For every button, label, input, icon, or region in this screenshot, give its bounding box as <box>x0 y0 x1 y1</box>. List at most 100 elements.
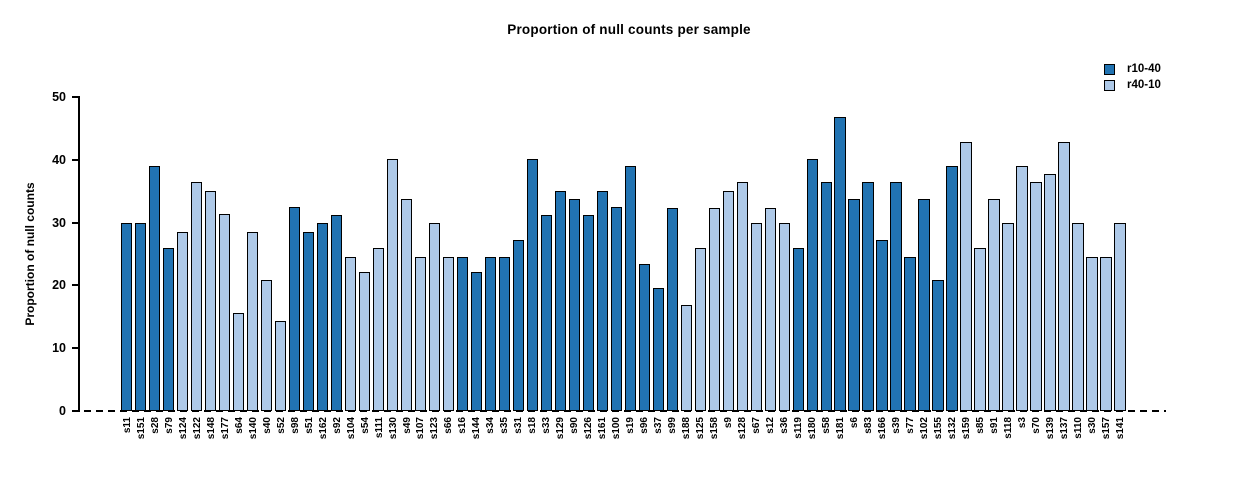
legend: r10-40 r40-10 <box>1104 61 1161 93</box>
y-tick-label: 20 <box>52 278 66 293</box>
bar-s148 <box>204 191 217 411</box>
bar-s141 <box>1114 223 1126 411</box>
x-tick-label-s19: s19 <box>625 417 637 434</box>
bar-s159 <box>960 142 972 411</box>
x-tick-label-s58: s58 <box>821 417 833 434</box>
bar-s33 <box>540 215 553 411</box>
bar-s137 <box>1058 142 1070 411</box>
x-tick-label-s140: s140 <box>247 417 259 440</box>
bar-s77 <box>904 257 916 411</box>
bar-s11 <box>121 223 133 411</box>
legend-label-r10-40: r10-40 <box>1127 63 1161 75</box>
x-tick-label-s40: s40 <box>261 417 273 434</box>
bar-s126 <box>582 215 595 411</box>
bar-s67 <box>750 223 762 411</box>
bar-s102 <box>918 198 930 411</box>
chart-title: Proportion of null counts per sample <box>507 22 751 37</box>
bar-s166 <box>876 240 888 411</box>
bar-s35 <box>498 257 511 411</box>
bar-s155 <box>932 280 944 411</box>
bar-s111 <box>372 247 385 411</box>
bar-s39 <box>890 182 902 411</box>
x-tick-label-s67: s67 <box>751 417 763 434</box>
bar-s100 <box>610 206 623 411</box>
legend-item-r10-40: r10-40 <box>1104 61 1161 77</box>
x-tick-label-s119: s119 <box>793 417 805 439</box>
bar-s132 <box>946 166 958 411</box>
x-tick-label-s34: s34 <box>485 417 497 434</box>
x-tick-label-s122: s122 <box>191 417 203 440</box>
y-tick-mark <box>72 284 79 287</box>
x-tick-label-s77: s77 <box>905 417 917 434</box>
bar-s58 <box>820 182 832 411</box>
y-tick-mark <box>72 96 79 98</box>
x-tick-label-s128: s128 <box>737 417 749 440</box>
x-tick-label-s39: s39 <box>891 417 903 434</box>
legend-label-r40-10: r40-10 <box>1127 79 1161 91</box>
bar-s92 <box>330 215 343 411</box>
bar-s107 <box>414 257 427 411</box>
x-tick-label-s98: s98 <box>289 417 301 434</box>
bar-s125 <box>694 247 706 411</box>
x-tick-label-s66: s66 <box>443 417 455 434</box>
bar-s3 <box>1016 166 1028 411</box>
bar-s91 <box>988 198 1000 411</box>
bar-s66 <box>442 257 455 411</box>
x-tick-label-s52: s52 <box>275 417 287 434</box>
x-tick-label-s126: s126 <box>583 417 595 440</box>
x-tick-label-s125: s125 <box>695 417 707 440</box>
bar-s31 <box>512 240 525 411</box>
x-tick-label-s188: s188 <box>681 417 693 440</box>
x-tick-label-s104: s104 <box>345 417 357 440</box>
x-tick-label-s180: s180 <box>807 417 819 440</box>
x-tick-label-s33: s33 <box>541 417 553 434</box>
legend-swatch-dark-blue <box>1104 63 1115 75</box>
x-tick-label-s51: s51 <box>303 417 315 434</box>
x-tick-label-s166: s166 <box>877 417 889 440</box>
x-tick-label-s6: s6 <box>849 417 861 429</box>
y-tick-label: 10 <box>52 341 66 356</box>
bar-s123 <box>428 223 441 411</box>
bar-s128 <box>736 182 748 411</box>
x-tick-label-s139: s139 <box>1045 417 1057 440</box>
x-tick-label-s12: s12 <box>765 417 777 434</box>
bar-s157 <box>1100 257 1112 411</box>
bar-s18 <box>526 158 539 411</box>
bar-s49 <box>400 198 413 411</box>
legend-item-r40-10: r40-10 <box>1104 77 1161 93</box>
bar-s40 <box>260 280 273 411</box>
x-tick-label-s83: s83 <box>863 417 875 434</box>
x-tick-label-s96: s96 <box>639 417 651 434</box>
x-tick-label-s64: s64 <box>233 417 245 434</box>
x-tick-label-s158: s158 <box>709 417 721 440</box>
x-tick-label-s70: s70 <box>1031 417 1043 434</box>
x-tick-label-s151: s151 <box>135 417 147 440</box>
bar-s79 <box>162 247 175 411</box>
bar-s99 <box>666 207 678 411</box>
x-tick-label-s118: s118 <box>1003 417 1015 439</box>
bar-s144 <box>470 272 483 411</box>
x-tick-label-s30: s30 <box>1087 417 1098 434</box>
x-tick-label-s92: s92 <box>331 417 343 434</box>
x-tick-label-s16: s16 <box>457 417 469 434</box>
x-tick-label-s132: s132 <box>947 417 959 440</box>
y-tick-mark <box>72 347 79 350</box>
bar-s162 <box>316 223 329 411</box>
x-tick-label-s9: s9 <box>723 417 735 429</box>
bar-s85 <box>974 247 986 411</box>
x-tick-label-s161: s161 <box>597 417 609 440</box>
bar-s130 <box>386 158 399 411</box>
x-tick-label-s129: s129 <box>555 417 567 440</box>
x-tick-label-s54: s54 <box>359 417 371 434</box>
x-tick-label-s85: s85 <box>975 417 987 434</box>
x-tick-label-s102: s102 <box>919 417 931 440</box>
x-tick-label-s137: s137 <box>1059 417 1071 440</box>
bar-s96 <box>638 264 651 411</box>
bar-s34 <box>484 257 497 411</box>
bar-s6 <box>848 198 860 411</box>
x-tick-label-s155: s155 <box>933 417 945 440</box>
y-axis-line <box>78 96 80 412</box>
bar-s151 <box>134 223 147 411</box>
x-tick-label-s49: s49 <box>401 417 413 434</box>
x-tick-label-s18: s18 <box>527 417 539 434</box>
